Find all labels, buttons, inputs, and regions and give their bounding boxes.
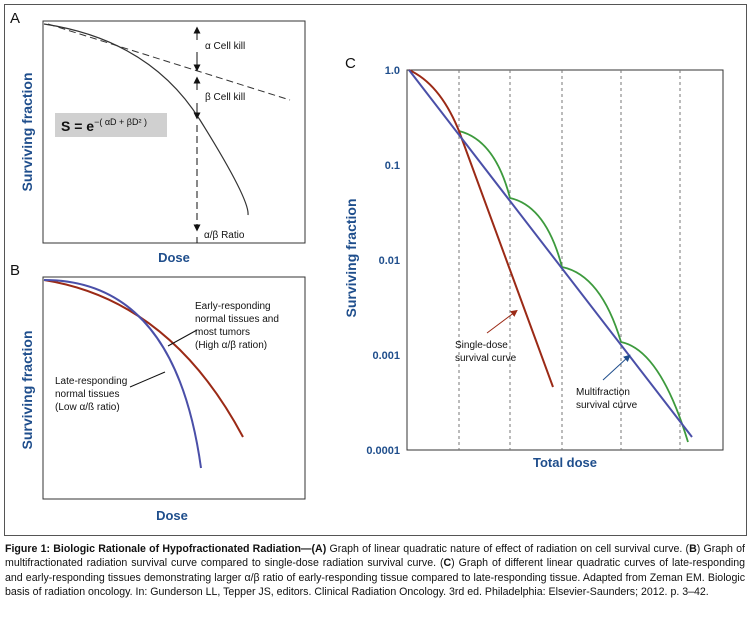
caption-a-ref: (A) — [311, 543, 327, 555]
panel-c-xlabel: Total dose — [533, 455, 597, 470]
panel-a-beta-label: β Cell kill — [205, 92, 245, 103]
panel-a-xlabel: Dose — [158, 250, 190, 265]
panel-c-single-pointer — [486, 309, 518, 334]
caption-title: Figure 1: Biologic Rationale of Hypofrac… — [5, 543, 312, 555]
panel-c-letter: C — [345, 55, 356, 72]
panel-c-ytick: 0.0001 — [366, 445, 400, 457]
panel-c-single-dose-curve — [408, 69, 554, 388]
caption-b-ref: B — [689, 543, 697, 555]
panel-a-alpha-label: α Cell kill — [205, 41, 245, 52]
panel-a-plot-frame — [42, 20, 306, 244]
panel-c-plot-frame — [406, 69, 724, 451]
figure-graphic: A Surviving fraction Dose α Cell kill β … — [10, 10, 724, 523]
panel-c-multi-pointer — [602, 354, 631, 381]
panel-b-late-pointer — [129, 371, 166, 388]
panel-c-fraction-guides — [458, 70, 681, 450]
panel-a-letter: A — [10, 10, 20, 27]
panel-a: A Surviving fraction Dose α Cell kill β … — [10, 10, 306, 265]
panel-c: C Surviving fraction Total dose 1.0 0.1 … — [343, 55, 724, 470]
panel-b-early-pointer — [167, 329, 198, 347]
caption-a-text: Graph of linear quadratic nature of effe… — [326, 543, 690, 555]
panel-c-ytick: 0.01 — [379, 255, 400, 267]
panel-b-ylabel: Surviving fraction — [19, 330, 35, 449]
panel-c-single-label: Single-dose survival curve — [455, 340, 517, 364]
panel-b-letter: B — [10, 262, 20, 279]
panel-b-late-curve — [43, 279, 202, 469]
figure-caption: Figure 1: Biologic Rationale of Hypofrac… — [5, 542, 745, 599]
panel-c-fraction-curves — [458, 130, 689, 443]
panel-b-late-label: Late-responding normal tissues (Low α/ß … — [55, 376, 130, 413]
panel-b-early-curve — [43, 279, 244, 438]
panel-b-plot-frame — [42, 276, 306, 500]
panel-c-ytick: 0.001 — [372, 350, 400, 362]
panel-c-ylabel: Surviving fraction — [343, 198, 359, 317]
panel-c-multifraction-line — [408, 69, 693, 438]
panel-a-formula-box — [55, 113, 167, 137]
panel-a-ylabel: Surviving fraction — [19, 72, 35, 191]
panel-c-ytick: 0.1 — [385, 160, 400, 172]
panel-a-ratio-label: α/β Ratio — [204, 230, 245, 241]
caption-c-ref: C — [443, 557, 452, 570]
caption-b-text: ) Graph of multifractionated radiation s… — [5, 543, 745, 570]
panel-c-ytick: 1.0 — [385, 65, 400, 77]
panel-b-xlabel: Dose — [156, 508, 188, 523]
panel-a-alpha-line — [47, 23, 291, 101]
figure-frame — [4, 4, 747, 536]
panel-b-early-label: Early-responding normal tissues and most… — [195, 301, 282, 351]
panel-c-multi-label: Multifraction survival curve — [576, 387, 638, 411]
caption-c-text: ) Graph of different linear quadratic cu… — [5, 557, 745, 598]
panel-a-formula: S = e−( αD + βD² ) — [61, 117, 147, 134]
panel-b: B Surviving fraction Dose Early-respondi… — [10, 262, 306, 523]
